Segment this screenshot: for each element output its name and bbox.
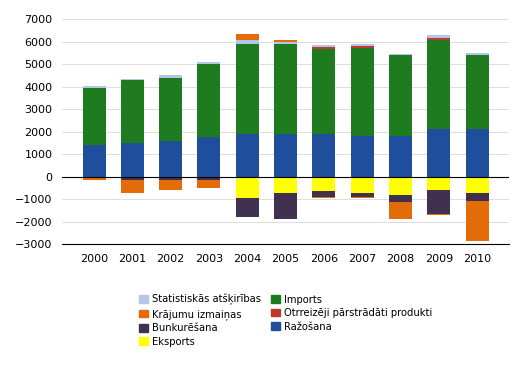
Bar: [389, 54, 412, 55]
Bar: [236, 44, 259, 134]
Bar: [274, 40, 297, 42]
Bar: [428, 129, 450, 177]
Legend: Statistiskās atšķirības, Krājumu izmaiņas, Bunkurēšana, Eksports, Imports, Otrre: Statistiskās atšķirības, Krājumu izmaiņa…: [135, 290, 436, 351]
Bar: [351, 44, 374, 46]
Bar: [389, 202, 412, 219]
Bar: [312, 177, 335, 191]
Bar: [428, 38, 450, 40]
Bar: [389, 177, 412, 195]
Bar: [389, 195, 412, 202]
Bar: [83, 145, 105, 177]
Bar: [121, 79, 144, 80]
Bar: [351, 48, 374, 136]
Bar: [198, 180, 221, 188]
Bar: [428, 214, 450, 215]
Bar: [466, 193, 489, 201]
Bar: [312, 45, 335, 47]
Bar: [351, 46, 374, 48]
Bar: [121, 177, 144, 180]
Bar: [236, 134, 259, 177]
Bar: [198, 62, 221, 64]
Bar: [351, 177, 374, 193]
Bar: [159, 75, 182, 78]
Bar: [351, 197, 374, 198]
Bar: [389, 55, 412, 136]
Bar: [236, 177, 259, 198]
Bar: [236, 198, 259, 217]
Bar: [274, 193, 297, 219]
Bar: [274, 42, 297, 44]
Bar: [466, 201, 489, 241]
Bar: [198, 177, 221, 180]
Bar: [274, 177, 297, 193]
Bar: [274, 44, 297, 134]
Bar: [159, 177, 182, 180]
Bar: [428, 40, 450, 129]
Bar: [83, 86, 105, 88]
Bar: [428, 190, 450, 214]
Bar: [466, 55, 489, 129]
Bar: [312, 49, 335, 134]
Bar: [198, 64, 221, 138]
Bar: [351, 136, 374, 177]
Bar: [389, 136, 412, 177]
Bar: [121, 180, 144, 193]
Bar: [466, 53, 489, 55]
Bar: [159, 180, 182, 190]
Bar: [159, 78, 182, 141]
Bar: [236, 34, 259, 40]
Bar: [121, 80, 144, 143]
Bar: [274, 134, 297, 177]
Bar: [466, 177, 489, 193]
Bar: [428, 35, 450, 38]
Bar: [428, 177, 450, 190]
Bar: [312, 134, 335, 177]
Bar: [312, 191, 335, 197]
Bar: [121, 143, 144, 177]
Bar: [312, 47, 335, 49]
Bar: [312, 197, 335, 198]
Bar: [236, 40, 259, 44]
Bar: [351, 193, 374, 197]
Bar: [466, 129, 489, 177]
Bar: [198, 138, 221, 177]
Bar: [159, 141, 182, 177]
Bar: [83, 177, 105, 180]
Bar: [83, 88, 105, 145]
